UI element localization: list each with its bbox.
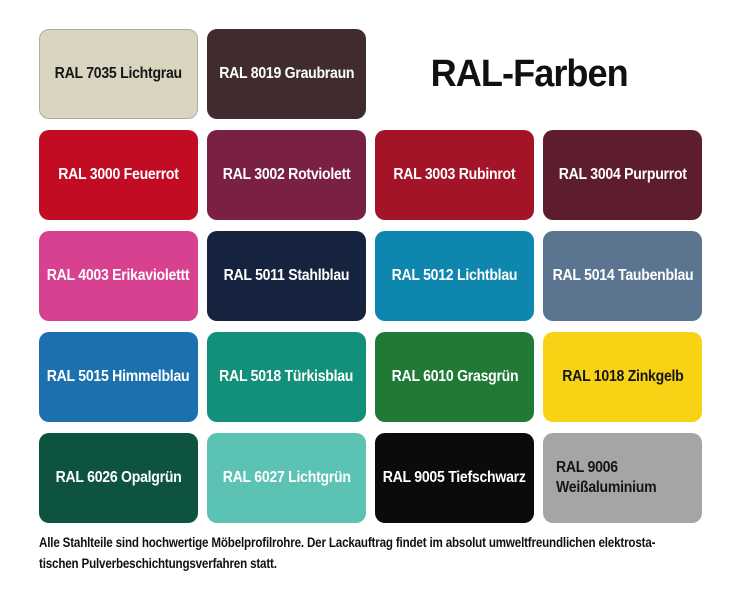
swatch-label-ral-5015: RAL 5015 Himmelblau: [47, 368, 190, 385]
footer-note: Alle Stahlteile sind hochwertige Möbelpr…: [39, 532, 655, 574]
swatch-ral-5012: RAL 5012 Lichtblau: [375, 231, 534, 321]
swatch-ral-9005: RAL 9005 Tiefschwarz: [375, 433, 534, 523]
swatch-ral-6010: RAL 6010 Grasgrün: [375, 332, 534, 422]
swatch-grid: RAL-Farben RAL 7035 Lichtgrau RAL 8019 Gr…: [39, 29, 702, 523]
swatch-label-ral-3004: RAL 3004 Purpurrot: [558, 166, 687, 183]
swatch-ral-8019: RAL 8019 Graubraun: [207, 29, 366, 119]
swatch-ral-6026: RAL 6026 Opalgrün: [39, 433, 198, 523]
swatch-label-ral-5014: RAL 5014 Taubenblau: [552, 267, 693, 284]
swatch-ral-5011: RAL 5011 Stahlblau: [207, 231, 366, 321]
page-title: RAL-Farben: [430, 52, 628, 95]
swatch-ral-7035: RAL 7035 Lichtgrau: [39, 29, 198, 119]
swatch-label-ral-6010: RAL 6010 Grasgrün: [391, 368, 518, 385]
title-cell: RAL-Farben: [375, 29, 702, 119]
swatch-label-ral-5012: RAL 5012 Lichtblau: [391, 267, 518, 284]
swatch-label-ral-9005: RAL 9005 Tiefschwarz: [383, 469, 526, 486]
swatch-label-ral-3002: RAL 3002 Rotviolett: [222, 166, 351, 183]
swatch-ral-3002: RAL 3002 Rotviolett: [207, 130, 366, 220]
swatch-label-ral-6027: RAL 6027 Lichtgrün: [222, 469, 351, 486]
swatch-label-ral-8019: RAL 8019 Graubraun: [218, 65, 355, 82]
swatch-label-ral-9006: RAL 9006 Weißaluminium: [556, 459, 657, 496]
swatch-ral-3000: RAL 3000 Feuerrot: [39, 130, 198, 220]
swatch-ral-5014: RAL 5014 Taubenblau: [543, 231, 702, 321]
swatch-ral-1018: RAL 1018 Zinkgelb: [543, 332, 702, 422]
footer-note-line-2: tischen Pulverbeschichtungsverfahren sta…: [39, 556, 277, 571]
swatch-ral-6027: RAL 6027 Lichtgrün: [207, 433, 366, 523]
swatch-ral-3004: RAL 3004 Purpurrot: [543, 130, 702, 220]
swatch-label-ral-6026: RAL 6026 Opalgrün: [55, 469, 182, 486]
swatch-ral-3003: RAL 3003 Rubinrot: [375, 130, 534, 220]
swatch-ral-5015: RAL 5015 Himmelblau: [39, 332, 198, 422]
swatch-label-ral-5018: RAL 5018 Türkisblau: [219, 368, 354, 385]
footer-note-line-1: Alle Stahlteile sind hochwertige Möbelpr…: [39, 535, 656, 550]
swatch-label-ral-3000: RAL 3000 Feuerrot: [58, 166, 179, 183]
swatch-label-ral-1018: RAL 1018 Zinkgelb: [561, 368, 684, 385]
swatch-label-ral-3003: RAL 3003 Rubinrot: [393, 166, 516, 183]
swatch-ral-5018: RAL 5018 Türkisblau: [207, 332, 366, 422]
swatch-ral-4003: RAL 4003 Erikaviolettt: [39, 231, 198, 321]
swatch-ral-9006: RAL 9006 Weißaluminium: [543, 433, 702, 523]
swatch-label-ral-4003: RAL 4003 Erikaviolettt: [47, 267, 190, 284]
swatch-label-ral-7035: RAL 7035 Lichtgrau: [54, 65, 183, 82]
swatch-label-ral-5011: RAL 5011 Stahlblau: [223, 267, 350, 284]
